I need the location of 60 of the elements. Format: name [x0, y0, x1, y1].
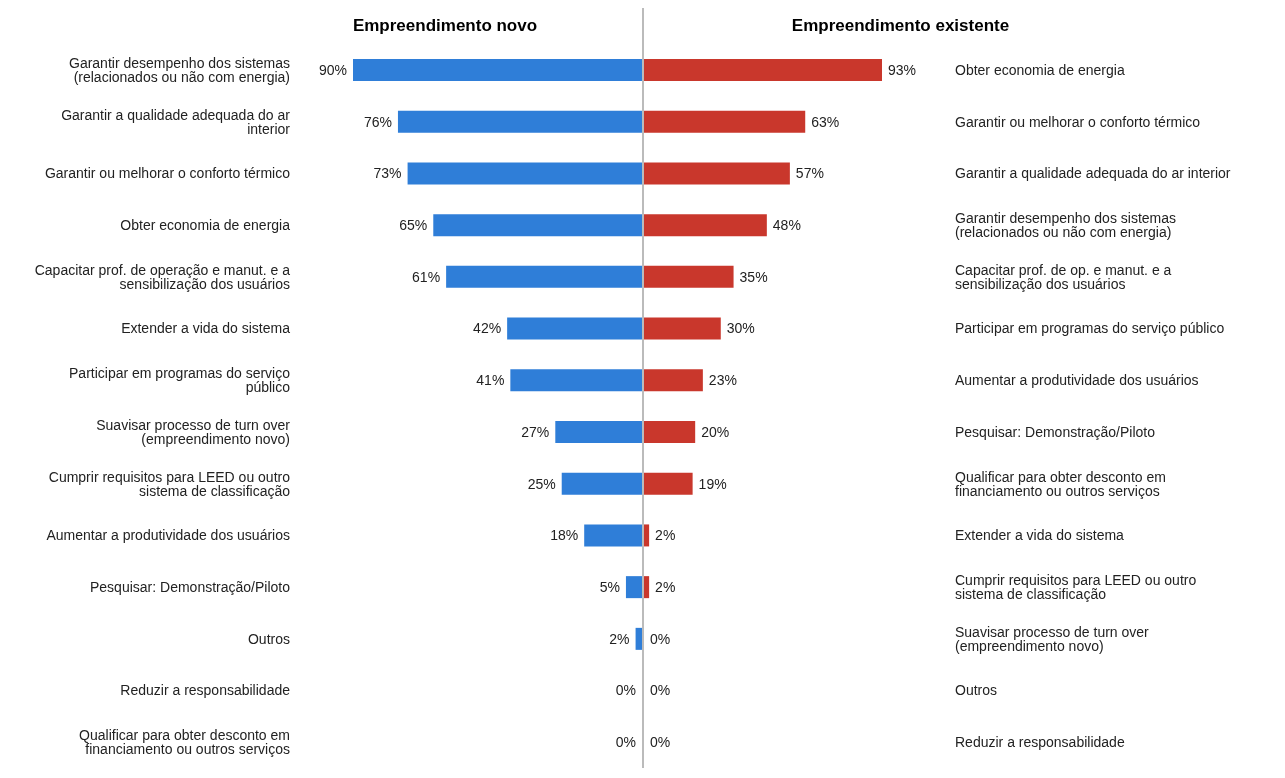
y-tick-label: Pesquisar: Demonstração/Piloto	[90, 578, 291, 595]
y-tick-label: Garantir a qualidade adequada do ar interior	[955, 165, 1231, 182]
data-label: 2%	[655, 527, 676, 544]
data-label: 90%	[318, 61, 347, 78]
y-tick-label: Aumentar a produtividade dos usuários	[955, 372, 1199, 389]
data-label: 0%	[650, 734, 671, 751]
data-label: 25%	[527, 475, 556, 492]
data-label: 57%	[795, 165, 824, 182]
data-label: 61%	[412, 268, 441, 285]
data-label: 35%	[739, 268, 768, 285]
y-tick-label: Capacitar prof. de operação e manut. e a sensibilização dos usuários	[34, 261, 291, 292]
data-label: 0%	[615, 734, 636, 751]
data-label: 73%	[373, 165, 402, 182]
data-label: 20%	[701, 423, 730, 440]
y-tick-label: Participar em programas do serviço público	[955, 320, 1225, 337]
data-label: 5%	[599, 579, 620, 595]
data-label: 19%	[698, 475, 727, 492]
chart-title: Empreendimento novo	[351, 15, 539, 37]
data-label: 27%	[521, 423, 550, 440]
y-tick-label: Outros	[955, 682, 998, 699]
y-tick-label: Outros	[247, 630, 290, 647]
y-tick-label: Capacitar prof. de op. e manut. e a sensibilização dos usuários	[955, 261, 1172, 292]
data-label: 48%	[772, 217, 801, 233]
y-tick-label: Garantir ou melhorar o conforto térmico	[44, 165, 291, 182]
data-label: 2%	[609, 630, 630, 647]
y-tick-label: Garantir a qualidade adequada do ar interior	[61, 106, 291, 137]
y-tick-label: Cumprir requisitos para LEED ou outro sistema de classificação	[48, 468, 291, 499]
y-tick-label: Suavisar processo de turn over (empreendimento novo)	[955, 623, 1150, 654]
y-tick-label: Garantir desempenho dos sistemas (relacionados ou não com energia)	[69, 54, 290, 85]
data-label: 76%	[363, 113, 392, 130]
y-tick-label: Participar em programas do serviço público	[69, 365, 291, 396]
y-tick-label: Extender a vida do sistema	[121, 320, 291, 337]
y-tick-label: Cumprir requisitos para LEED ou outro sistema de classificação	[955, 571, 1197, 602]
data-label: 18%	[550, 527, 579, 544]
y-tick-label: Obter economia de energia	[120, 216, 291, 233]
y-tick-label: Garantir desempenho dos sistemas (relacionados ou não com energia)	[955, 209, 1176, 240]
data-label: 41%	[476, 372, 505, 389]
data-label: 63%	[811, 113, 840, 130]
data-label: 2%	[655, 579, 676, 595]
data-label: 93%	[888, 61, 917, 78]
data-label: 23%	[708, 372, 737, 389]
data-label: 30%	[726, 320, 755, 337]
bar	[635, 627, 642, 650]
y-tick-label: Reduzir a responsabilidade	[120, 682, 291, 699]
bar	[644, 524, 650, 547]
y-tick-label: Garantir ou melhorar o conforto térmico	[955, 113, 1201, 130]
y-tick-label: Suavisar processo de turn over (empreendimento novo)	[96, 416, 291, 447]
y-tick-label: Qualificar para obter desconto em financiamento ou outros serviços	[955, 468, 1166, 499]
y-tick-label: Obter economia de energia	[955, 61, 1125, 78]
y-tick-label: Pesquisar: Demonstração/Piloto	[955, 423, 1156, 440]
data-label: 0%	[650, 682, 671, 699]
y-tick-label: Aumentar a produtividade dos usuários	[46, 527, 290, 544]
y-tick-label: Extender a vida do sistema	[955, 527, 1125, 544]
data-label: 65%	[399, 217, 428, 233]
data-label: 42%	[473, 320, 502, 337]
text: Empreendimento existente	[790, 15, 1011, 37]
y-tick-label: Reduzir a responsabilidade	[955, 734, 1125, 751]
data-label: 0%	[615, 682, 636, 699]
y-tick-label: Qualificar para obter desconto em financiamento ou outros serviços	[79, 727, 290, 758]
data-label: 0%	[650, 630, 671, 647]
